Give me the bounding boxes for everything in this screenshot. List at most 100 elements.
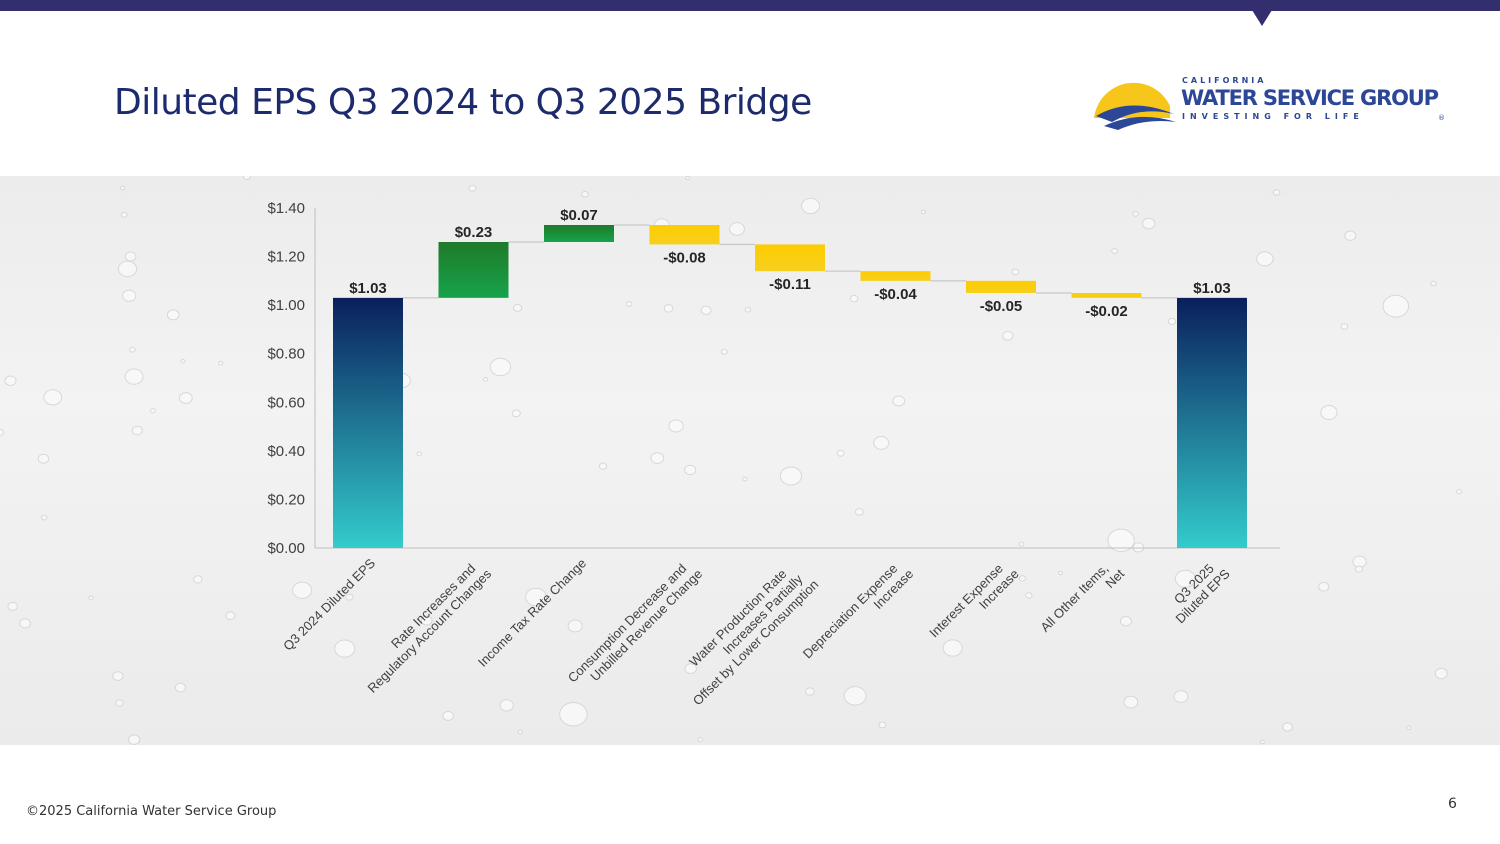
water-droplet xyxy=(1456,489,1463,495)
water-droplet xyxy=(1382,294,1410,318)
data-label: $1.03 xyxy=(1193,280,1231,297)
water-droplet xyxy=(742,476,748,482)
bar-decrease xyxy=(755,244,825,272)
bar-decrease xyxy=(649,225,720,245)
y-tick-label: $0.60 xyxy=(267,394,305,411)
y-tick-label: $0.00 xyxy=(267,540,305,557)
water-droplet xyxy=(892,395,906,407)
page-title: Diluted EPS Q3 2024 to Q3 2025 Bridge xyxy=(114,82,812,123)
water-droplet xyxy=(801,197,821,215)
x-tick-label: Income Tax Rate Change xyxy=(475,556,589,670)
water-droplet xyxy=(1123,695,1139,709)
water-droplet xyxy=(700,305,712,316)
data-label: -$0.02 xyxy=(1085,303,1128,320)
water-droplet xyxy=(1256,251,1274,267)
water-droplet xyxy=(174,682,187,693)
water-droplet xyxy=(668,419,684,433)
water-droplet xyxy=(193,575,203,584)
water-droplet xyxy=(684,464,697,476)
x-tick-label-line: Income Tax Rate Change xyxy=(475,556,589,670)
water-droplet xyxy=(489,357,512,377)
water-droplet xyxy=(942,639,963,657)
water-droplet xyxy=(729,222,745,236)
water-droplet xyxy=(849,294,859,303)
water-droplet xyxy=(482,377,489,382)
water-droplet xyxy=(559,702,588,727)
data-label: -$0.04 xyxy=(874,286,917,303)
water-droplet xyxy=(1018,541,1025,547)
logo-line2: WATER SERVICE GROUP xyxy=(1181,86,1439,110)
water-droplet xyxy=(663,304,674,313)
x-tick-label: All Other Items,Net xyxy=(1037,561,1127,635)
bar-increase xyxy=(544,225,614,242)
data-label: -$0.05 xyxy=(980,298,1023,315)
water-droplet xyxy=(1011,268,1020,276)
water-droplet xyxy=(43,389,63,406)
water-droplet xyxy=(1167,317,1177,325)
water-droplet xyxy=(334,639,356,658)
water-droplet xyxy=(744,306,752,313)
water-droplet xyxy=(720,348,728,355)
water-droplet xyxy=(805,687,815,696)
water-droplet xyxy=(7,601,18,611)
water-droplet xyxy=(1174,569,1196,588)
bar-increase xyxy=(438,242,509,298)
water-droplet xyxy=(525,587,547,607)
water-droplet xyxy=(124,368,144,385)
water-droplet xyxy=(1406,725,1412,731)
x-tick-label: Q3 2024 Diluted EPS xyxy=(280,555,378,653)
x-tick-label-line: Consumption Decrease and xyxy=(565,561,690,686)
bar-decrease xyxy=(1071,293,1142,298)
page-number: 6 xyxy=(1448,796,1457,812)
water-droplet xyxy=(0,428,5,436)
water-droplet xyxy=(1282,722,1293,732)
logo-registered: ® xyxy=(1438,114,1445,122)
x-tick-label-line: All Other Items, xyxy=(1037,561,1111,635)
water-droplet xyxy=(1119,615,1133,627)
water-droplet xyxy=(1132,542,1145,553)
water-droplet xyxy=(685,176,691,181)
water-droplet xyxy=(149,408,156,414)
data-label: $0.07 xyxy=(560,207,598,224)
y-tick-label: $1.20 xyxy=(267,249,305,266)
water-droplet xyxy=(468,184,477,192)
top-bar xyxy=(0,0,1500,11)
water-droplet xyxy=(122,289,137,302)
water-droplet xyxy=(115,699,124,707)
water-droplet xyxy=(120,211,128,218)
water-droplet xyxy=(1354,565,1364,573)
water-droplet xyxy=(920,209,926,215)
water-droplet xyxy=(1025,592,1033,599)
water-droplet xyxy=(37,453,50,464)
bar-total xyxy=(333,297,403,548)
y-tick-label: $0.80 xyxy=(267,346,305,363)
water-droplet xyxy=(180,359,186,364)
water-droplet xyxy=(511,409,521,418)
water-droplet xyxy=(442,710,454,721)
water-droplet xyxy=(1344,230,1357,241)
water-droplet xyxy=(684,663,697,674)
water-droplet xyxy=(217,360,224,366)
water-droplet xyxy=(19,618,31,629)
sun-wave-logo-icon xyxy=(1094,82,1176,130)
company-logo: CALIFORNIA WATER SERVICE GROUP INVESTING… xyxy=(1094,76,1445,130)
water-droplet xyxy=(1107,528,1135,553)
water-droplet xyxy=(166,309,180,321)
water-droplet xyxy=(878,721,887,729)
water-droplet xyxy=(499,699,514,712)
water-droplet xyxy=(1111,248,1118,254)
water-droplet xyxy=(88,595,94,601)
data-label: -$0.08 xyxy=(663,249,706,266)
water-droplet xyxy=(117,260,138,278)
water-droplet xyxy=(567,619,583,633)
water-droplet xyxy=(416,451,423,457)
y-tick-label: $0.20 xyxy=(267,491,305,508)
water-droplet xyxy=(1434,667,1448,680)
water-droplet xyxy=(1132,211,1139,217)
water-droplet xyxy=(129,346,136,353)
y-tick-label: $1.40 xyxy=(267,200,305,217)
